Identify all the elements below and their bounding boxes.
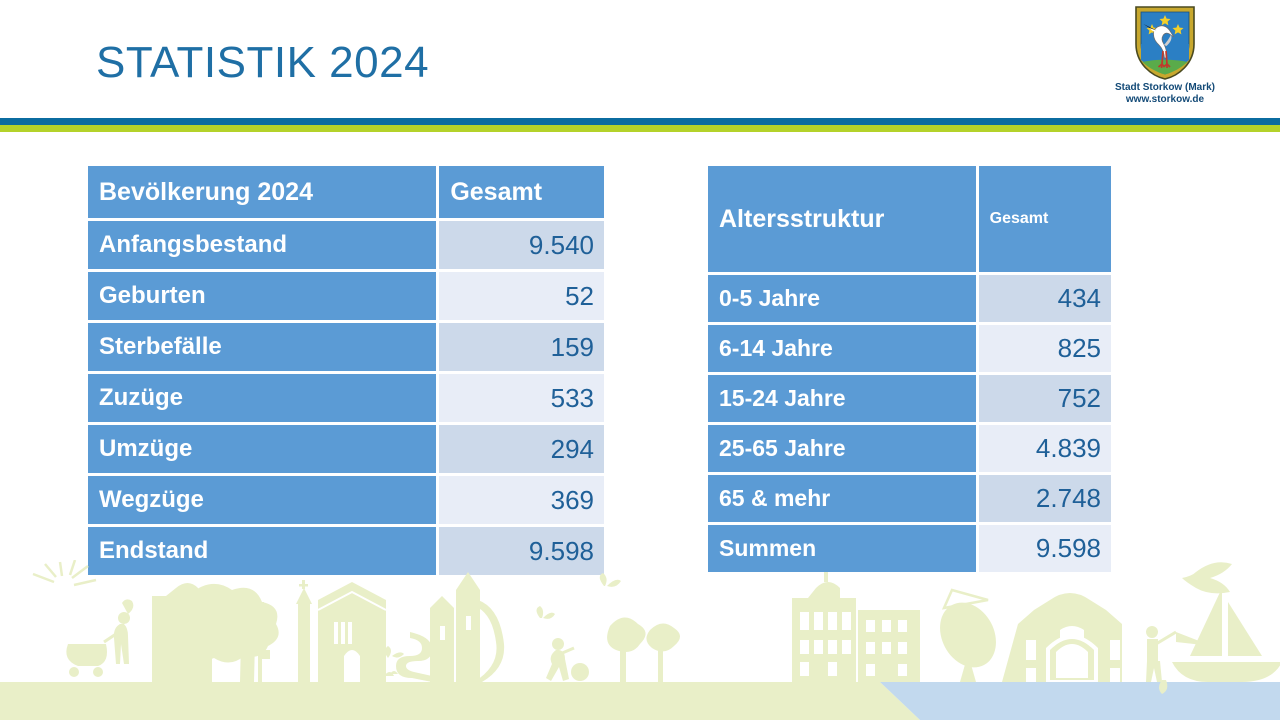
butterfly-icon — [536, 573, 621, 619]
table-bevoelkerung: Bevölkerung 2024 Gesamt Anfangsbestand 9… — [88, 166, 604, 575]
row-value-65-und-mehr: 2.748 — [975, 475, 1111, 525]
table-row: Summen 9.598 — [708, 525, 1111, 572]
row-value-6-14-jahre: 825 — [975, 325, 1111, 375]
row-label-wegzuege: Wegzüge — [88, 476, 437, 527]
castle-slide-icon — [396, 572, 505, 682]
small-tree-icon — [607, 617, 680, 682]
plants-icon — [384, 646, 404, 676]
row-label-geburten: Geburten — [88, 272, 437, 323]
row-value-endstand: 9.598 — [436, 527, 604, 575]
row-label-sterbefaelle: Sterbefälle — [88, 323, 437, 374]
radio-telescope-icon — [940, 588, 996, 682]
table-row: Zuzüge 533 — [88, 374, 604, 425]
row-value-zuzuege: 533 — [436, 374, 604, 425]
column-header-bevoelkerung: Bevölkerung 2024 — [88, 166, 437, 221]
table-row: Anfangsbestand 9.540 — [88, 221, 604, 272]
row-value-25-65-jahre: 4.839 — [975, 425, 1111, 475]
logo-city-name: Stadt Storkow (Mark) — [1114, 82, 1215, 93]
sun-rays-icon — [32, 560, 97, 587]
row-label-25-65-jahre: 25-65 Jahre — [708, 425, 976, 475]
water-area — [880, 682, 1280, 720]
table-altersstruktur: Altersstruktur Gesamt 0-5 Jahre 434 6-14… — [708, 166, 1111, 572]
townhouse-icon — [152, 572, 920, 682]
coat-of-arms-icon — [1135, 6, 1195, 80]
row-label-summen: Summen — [708, 525, 976, 572]
row-label-15-24-jahre: 15-24 Jahre — [708, 375, 976, 425]
church-icon — [296, 580, 387, 682]
row-value-0-5-jahre: 434 — [975, 275, 1111, 325]
table-row: Umzüge 294 — [88, 425, 604, 476]
divider-blue — [0, 118, 1280, 125]
row-label-endstand: Endstand — [88, 527, 437, 575]
row-value-wegzuege: 369 — [436, 476, 604, 527]
table-row: 25-65 Jahre 4.839 — [708, 425, 1111, 475]
skyline-illustration — [0, 560, 1280, 720]
signpost-figure — [240, 602, 270, 682]
row-label-zuzuege: Zuzüge — [88, 374, 437, 425]
fisherman-icon — [1146, 626, 1212, 694]
row-value-summen: 9.598 — [975, 525, 1111, 572]
table-header-row: Bevölkerung 2024 Gesamt — [88, 166, 604, 221]
row-label-6-14-jahre: 6-14 Jahre — [708, 325, 976, 375]
table-header-row: Altersstruktur Gesamt — [708, 166, 1111, 275]
castle-gate-icon — [1002, 593, 1122, 682]
column-header-altersstruktur: Altersstruktur — [708, 166, 976, 275]
row-label-65-und-mehr: 65 & mehr — [708, 475, 976, 525]
table-row: Sterbefälle 159 — [88, 323, 604, 374]
table-row: 65 & mehr 2.748 — [708, 475, 1111, 525]
table-row: 6-14 Jahre 825 — [708, 325, 1111, 375]
logo-block: Stadt Storkow (Mark) www.storkow.de — [1106, 4, 1224, 106]
table-row: 15-24 Jahre 752 — [708, 375, 1111, 425]
table-row: Wegzüge 369 — [88, 476, 604, 527]
table-row: Endstand 9.598 — [88, 527, 604, 575]
row-value-sterbefaelle: 159 — [436, 323, 604, 374]
row-value-geburten: 52 — [436, 272, 604, 323]
page-title: STATISTIK 2024 — [96, 38, 430, 87]
column-header-gesamt: Gesamt — [436, 166, 604, 221]
stroller-figure — [66, 599, 134, 677]
row-value-15-24-jahre: 752 — [975, 375, 1111, 425]
row-label-anfangsbestand: Anfangsbestand — [88, 221, 437, 272]
eagle-icon — [1182, 562, 1232, 594]
row-label-umzuege: Umzüge — [88, 425, 437, 476]
tree-icon — [168, 583, 279, 682]
row-value-umzuege: 294 — [436, 425, 604, 476]
column-header-gesamt: Gesamt — [975, 166, 1111, 275]
ground-band — [0, 682, 920, 720]
row-value-anfangsbestand: 9.540 — [436, 221, 604, 272]
logo-website: www.storkow.de — [1125, 94, 1205, 105]
table-row: Geburten 52 — [88, 272, 604, 323]
table-row: 0-5 Jahre 434 — [708, 275, 1111, 325]
sailboat-icon — [1172, 588, 1280, 682]
child-ball-icon — [546, 638, 589, 681]
row-label-0-5-jahre: 0-5 Jahre — [708, 275, 976, 325]
divider-green — [0, 125, 1280, 132]
